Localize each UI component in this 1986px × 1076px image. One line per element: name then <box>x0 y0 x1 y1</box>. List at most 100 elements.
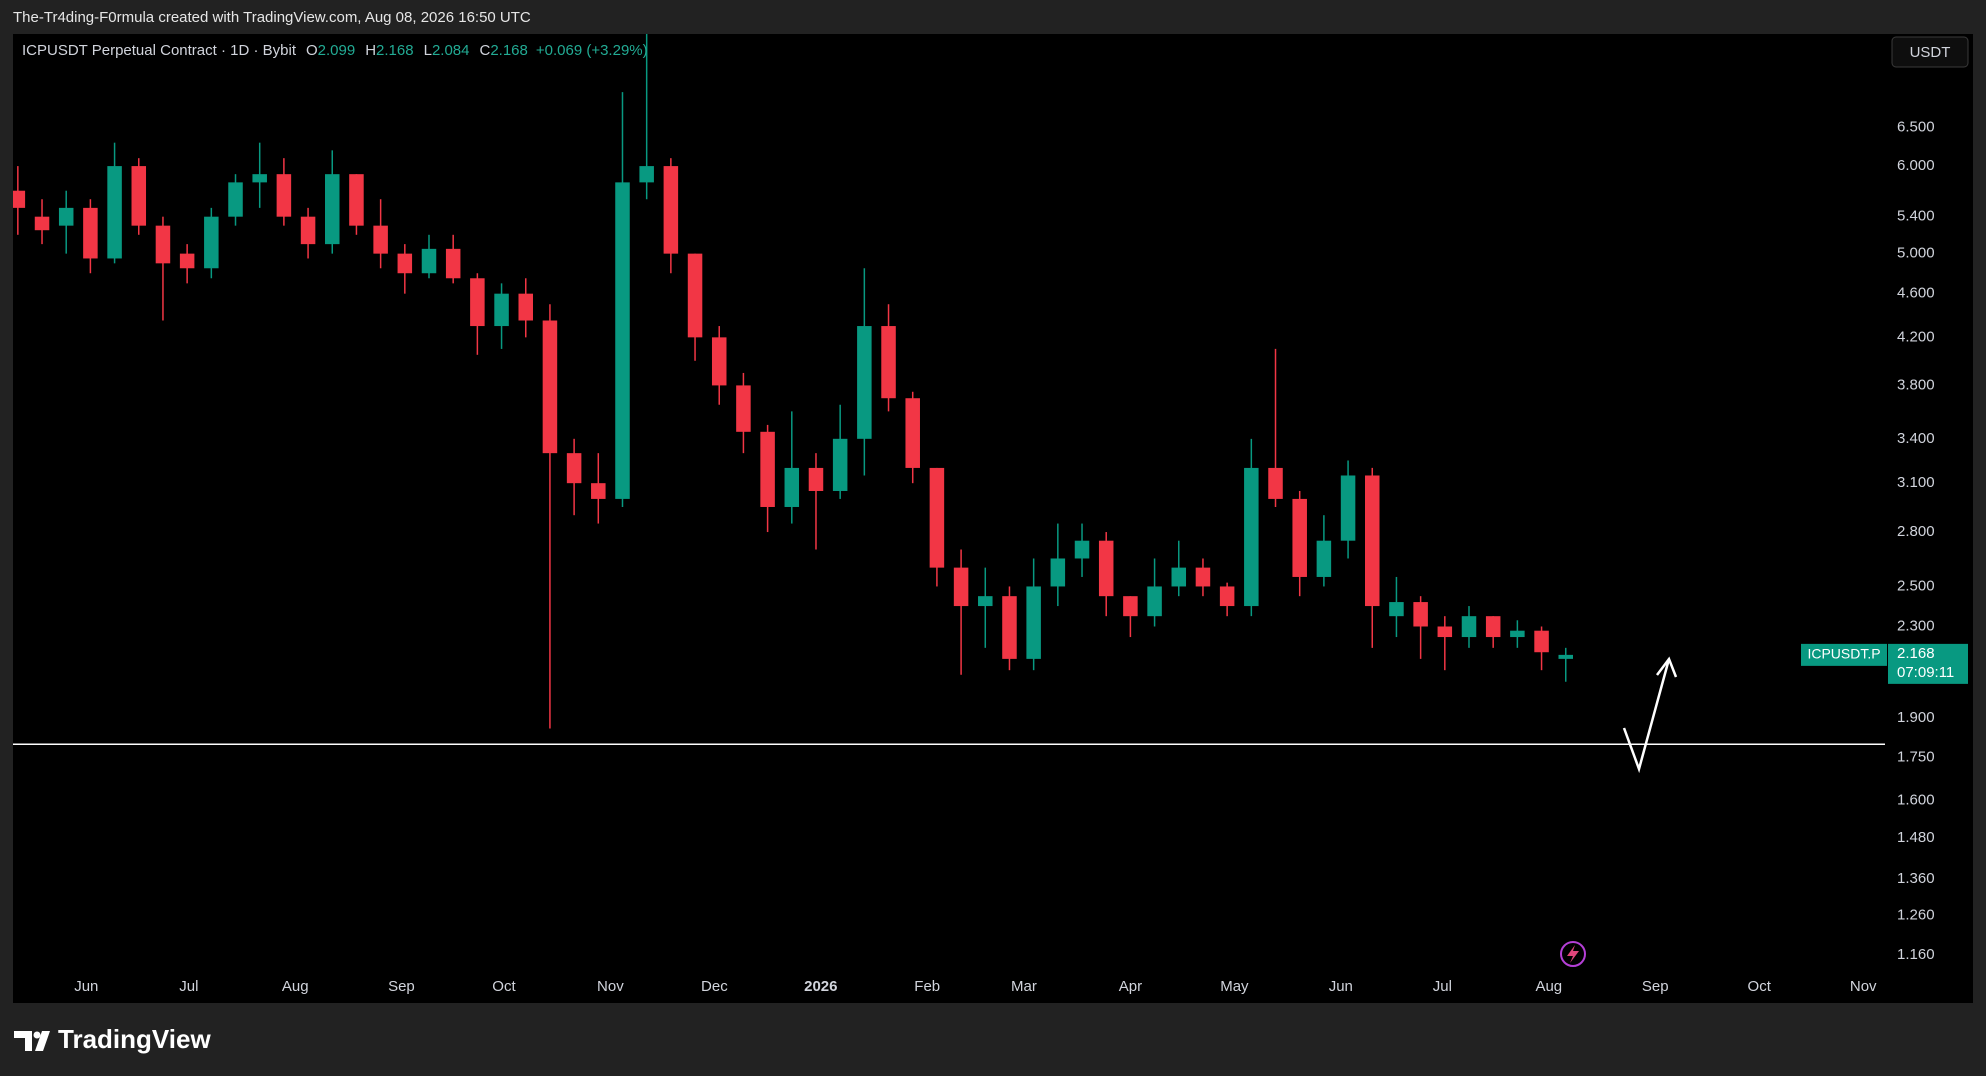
candle-body <box>397 253 413 274</box>
legend-key: H <box>365 42 376 59</box>
arrow-path <box>1622 658 1671 774</box>
currency-button[interactable] <box>1891 36 1969 68</box>
x-tick-label: Jun <box>74 978 98 995</box>
candle-body <box>736 385 751 432</box>
candle-body <box>1244 467 1259 607</box>
candle-body <box>953 567 969 607</box>
drawn-arrow <box>1622 656 1678 774</box>
y-tick-label: 1.260 <box>1897 906 1935 923</box>
candle-body <box>591 483 606 499</box>
x-tick-label: Nov <box>597 978 624 995</box>
candle-body <box>252 174 267 183</box>
symbol-legend: ICPUSDT Perpetual Contract · 1D · Bybit O… <box>22 42 648 59</box>
y-tick-label: 2.300 <box>1897 617 1935 634</box>
candle-body <box>1050 558 1066 587</box>
x-tick-label: Feb <box>914 978 940 995</box>
candle-body <box>566 453 582 484</box>
candle-body <box>978 596 993 607</box>
x-tick-label: Jul <box>179 978 198 995</box>
symbol-title: ICPUSDT Perpetual Contract · 1D · Bybit <box>22 42 297 59</box>
candle-body <box>784 467 800 507</box>
candle-body <box>13 190 26 208</box>
y-tick-label: 1.600 <box>1897 792 1935 809</box>
candle-body <box>1437 626 1453 638</box>
candle-body <box>1195 567 1211 587</box>
candle-body <box>325 174 340 245</box>
candle-body <box>349 174 364 226</box>
legend-key: L <box>424 42 432 59</box>
legend-value: 2.099 <box>318 42 356 59</box>
candle-body <box>881 326 896 399</box>
candle-body <box>518 293 533 321</box>
candle-body <box>1389 602 1404 617</box>
candle-body <box>1219 586 1235 607</box>
y-tick-label: 3.100 <box>1897 474 1935 491</box>
x-tick-label: Nov <box>1850 978 1877 995</box>
x-tick-label: Apr <box>1119 978 1142 995</box>
x-tick-label: Aug <box>282 978 309 995</box>
icon-bolt <box>1567 945 1579 963</box>
price-tag <box>1888 643 1968 684</box>
y-tick-label: 4.200 <box>1897 328 1935 345</box>
logo-text: TradingView <box>58 1024 211 1054</box>
candle-body <box>58 207 74 226</box>
x-tick-label: 2026 <box>804 978 837 995</box>
logo-mark-t <box>14 1031 32 1051</box>
candle-body <box>1558 654 1573 659</box>
legend-value: 2.084 <box>432 42 470 59</box>
y-tick-label: 4.600 <box>1897 285 1935 302</box>
y-tick-label: 6.000 <box>1897 157 1935 174</box>
candle-body <box>204 216 219 269</box>
icon-ring <box>1560 941 1586 967</box>
candle-body <box>905 398 920 468</box>
candle-body <box>808 467 824 491</box>
candle-body <box>421 248 437 274</box>
candle-body <box>832 438 848 491</box>
chart-panel <box>13 34 1973 1003</box>
candle-body <box>131 166 147 226</box>
x-tick-label: Mar <box>1011 978 1037 995</box>
candle-body <box>107 166 122 259</box>
logo-mark-v <box>35 1031 50 1051</box>
candle-body <box>1340 475 1356 541</box>
y-tick-label: 1.480 <box>1897 829 1935 846</box>
x-tick-label: Jul <box>1433 978 1452 995</box>
candle-body <box>300 216 316 245</box>
candle-body <box>494 293 509 327</box>
candle-body <box>1413 602 1428 627</box>
x-tick-label: Sep <box>388 978 415 995</box>
candle-body <box>615 182 630 499</box>
x-tick-label: Dec <box>701 978 728 995</box>
footer-logo: TradingView <box>14 1024 211 1054</box>
candle-body <box>760 431 775 507</box>
symbol-tag-label: ICPUSDT.P <box>1807 646 1880 662</box>
candle-body <box>1098 540 1114 597</box>
y-tick-label: 5.000 <box>1897 245 1935 262</box>
symbol-tag <box>1801 643 1887 666</box>
candle-body <box>34 216 50 231</box>
lightning-icon[interactable] <box>1560 941 1586 967</box>
candle-body <box>373 225 388 254</box>
y-tick-label: 5.400 <box>1897 208 1935 225</box>
x-tick-label: May <box>1220 978 1249 995</box>
legend-value: 2.168 <box>490 42 528 59</box>
candle-body <box>1026 586 1041 659</box>
candle-body <box>1365 475 1380 607</box>
candle-body <box>179 253 195 269</box>
candle-body <box>687 253 703 338</box>
x-tick-label: Sep <box>1642 978 1669 995</box>
price-tag-value: 2.168 <box>1897 645 1935 662</box>
legend-change: +0.069 (+3.29%) <box>536 42 648 59</box>
legend-key: O <box>306 42 318 59</box>
candle-body <box>929 467 945 568</box>
y-tick-label: 1.750 <box>1897 749 1935 766</box>
candle-body <box>857 326 872 439</box>
candle-body <box>1171 567 1187 587</box>
candle-body <box>228 182 243 217</box>
currency-label: USDT <box>1910 44 1951 61</box>
candle-body <box>1268 467 1283 499</box>
y-tick-label: 2.800 <box>1897 523 1935 540</box>
x-tick-label: Oct <box>1748 978 1772 995</box>
